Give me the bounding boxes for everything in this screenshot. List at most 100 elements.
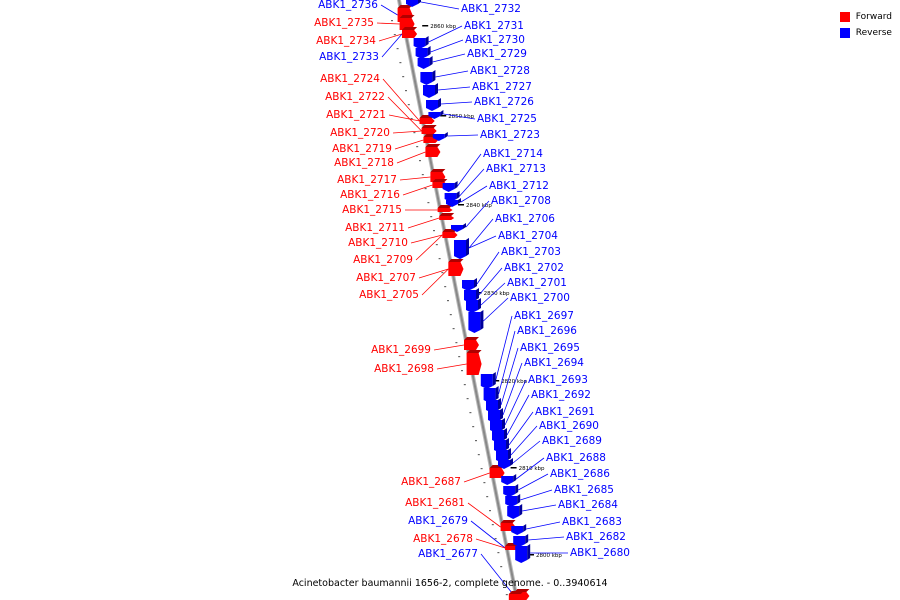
minor-tick	[489, 510, 491, 512]
gene-label: ABK1_2681	[405, 497, 465, 509]
reverse-gene	[468, 310, 484, 333]
forward-gene	[402, 27, 417, 38]
gene-side	[498, 398, 501, 410]
gene-top	[402, 27, 417, 30]
gene-side	[523, 524, 527, 532]
gene-label: ABK1_2732	[461, 3, 521, 15]
gene-side	[504, 428, 507, 440]
kbp-label: 2800 kbp	[536, 553, 562, 559]
minor-tick	[497, 552, 500, 554]
minor-tick	[480, 468, 483, 470]
leader-line	[440, 101, 473, 105]
forward-gene	[425, 144, 441, 157]
leader-line	[515, 457, 545, 480]
gene-body	[511, 526, 524, 535]
leader-line	[526, 521, 561, 530]
reverse-gene	[513, 534, 529, 547]
reverse-gene	[515, 544, 531, 563]
kbp-tick	[458, 204, 464, 206]
minor-tick	[452, 328, 455, 330]
minor-tick	[421, 174, 424, 176]
kbp-tick	[422, 25, 429, 27]
leader-line	[465, 200, 490, 228]
minor-tick	[413, 132, 416, 134]
minor-tick	[455, 342, 458, 344]
gene-body	[462, 280, 474, 291]
leader-line	[380, 4, 398, 16]
kbp-label: 2830 kbp	[484, 291, 510, 297]
gene-label: ABK1_2723	[480, 129, 540, 141]
legend-forward: Forward	[839, 9, 892, 25]
gene-label: ABK1_2735	[314, 17, 374, 29]
leader-line	[483, 297, 509, 322]
gene-body	[446, 200, 458, 207]
gene-body	[466, 300, 478, 313]
leader-line	[396, 151, 426, 164]
gene-label: ABK1_2706	[495, 213, 555, 225]
gene-label: ABK1_2714	[483, 148, 543, 160]
leader-line	[376, 22, 400, 25]
gene-side	[432, 70, 436, 82]
gene-label: ABK1_2713	[486, 163, 546, 175]
gene-body	[442, 232, 458, 238]
leader-line	[407, 217, 440, 229]
gene-label: ABK1_2705	[359, 289, 419, 301]
gene-top	[508, 591, 524, 594]
gene-label: ABK1_2719	[332, 143, 392, 155]
gene-side	[513, 474, 517, 482]
gene-body	[444, 193, 457, 202]
gene-body	[480, 374, 493, 389]
minor-tick	[491, 524, 494, 526]
gene-label: ABK1_2707	[356, 272, 416, 284]
gene-label: ABK1_2694	[524, 357, 584, 369]
minor-tick	[469, 412, 472, 414]
gene-label: ABK1_2680	[570, 547, 630, 559]
leader-line	[378, 33, 403, 42]
minor-tick	[449, 314, 452, 316]
gene-body	[425, 147, 441, 157]
leader-line	[520, 489, 553, 501]
gene-side	[440, 110, 444, 116]
gene-label: ABK1_2682	[566, 531, 626, 543]
leader-line	[512, 440, 541, 464]
gene-side	[458, 198, 461, 204]
minor-tick	[430, 216, 433, 218]
gene-label: ABK1_2683	[562, 516, 622, 528]
gene-body	[419, 118, 435, 124]
gene-top	[464, 337, 479, 340]
minor-tick	[391, 20, 393, 22]
leader-line	[381, 33, 403, 58]
minor-tick	[416, 146, 419, 148]
leader-line	[415, 234, 443, 261]
leader-lines	[376, 1, 568, 597]
gene-top	[437, 205, 453, 208]
minor-tick	[393, 34, 396, 36]
gene-body	[498, 460, 510, 469]
leader-line	[402, 184, 433, 196]
leader-line	[399, 176, 431, 181]
leader-line	[502, 362, 523, 416]
gene-label: ABK1_2728	[470, 65, 530, 77]
minor-tick	[505, 594, 508, 596]
reverse-gene	[490, 418, 505, 433]
minor-tick	[438, 258, 441, 260]
reverse-gene	[501, 474, 517, 485]
leader-line	[518, 473, 549, 491]
gene-side	[500, 408, 503, 420]
genome-axis	[391, 0, 520, 600]
minor-tick	[407, 104, 410, 106]
gene-label: ABK1_2692	[531, 389, 591, 401]
gene-top	[448, 259, 464, 262]
reverse-gene	[505, 494, 521, 507]
leader-line	[528, 536, 565, 541]
reverse-gene	[486, 398, 501, 413]
gene-body	[417, 58, 430, 69]
gene-top	[399, 15, 415, 18]
gene-side	[466, 238, 469, 256]
gene-label: ABK1_2725	[477, 113, 537, 125]
gene-body	[496, 450, 508, 463]
gene-label: ABK1_2685	[554, 484, 614, 496]
reverse-gene	[426, 98, 441, 111]
gene-top	[397, 5, 413, 8]
reverse-gene	[428, 110, 444, 119]
